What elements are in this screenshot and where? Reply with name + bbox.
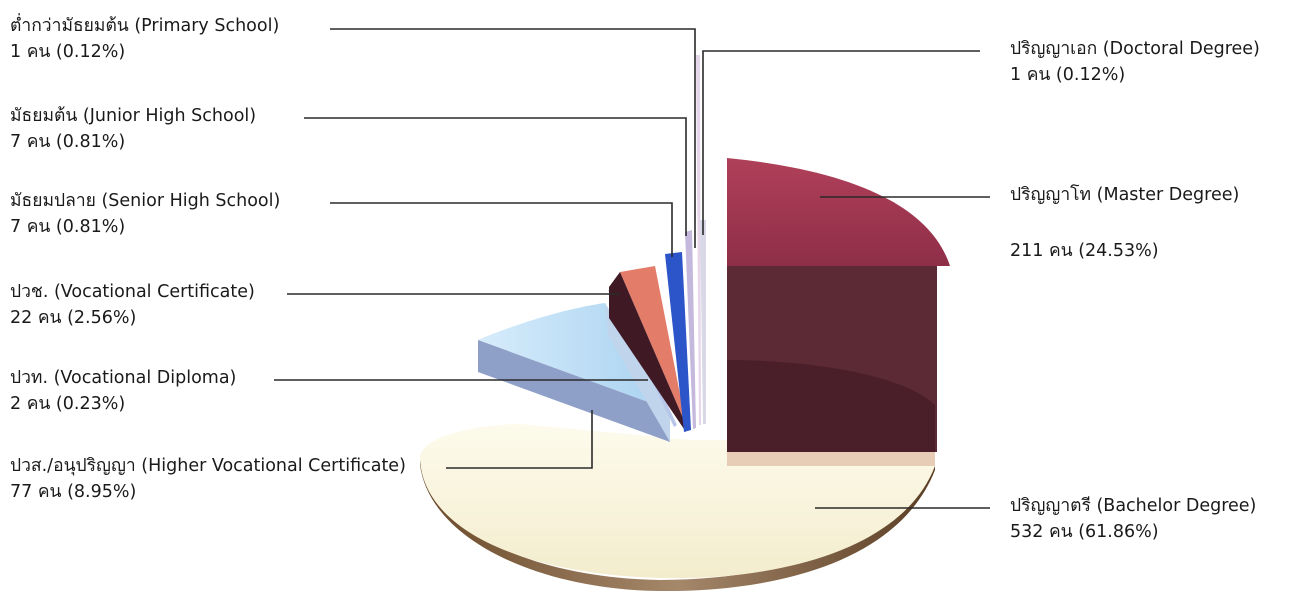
label-master: ปริญญาโท (Master Degree) 211 คน (24.53%): [1010, 185, 1239, 263]
label-senior-high: มัธยมปลาย (Senior High School) 7 คน (0.8…: [10, 191, 280, 239]
label-higher-vocational: ปวส./อนุปริญญา (Higher Vocational Certif…: [10, 456, 406, 504]
label-master-name: ปริญญาโท (Master Degree): [1010, 185, 1240, 205]
label-vocational-certificate-value: 22 คน (2.56%): [10, 307, 137, 328]
label-doctoral-value: 1 คน (0.12%): [1010, 64, 1126, 85]
label-master-value: 211 คน (24.53%): [1010, 240, 1159, 261]
label-higher-vocational-value: 77 คน (8.95%): [10, 481, 137, 502]
label-vocational-diploma-name: ปวท. (Vocational Diploma): [10, 368, 237, 388]
label-bachelor-name: ปริญญาตรี (Bachelor Degree): [1010, 496, 1257, 516]
label-primary: ต่ำกว่ามัธยมต้น (Primary School) 1 คน (0…: [10, 16, 279, 64]
slice-bachelor-top: [419, 424, 935, 579]
label-primary-name: ต่ำกว่ามัธยมต้น (Primary School): [10, 16, 280, 36]
label-vocational-diploma-value: 2 คน (0.23%): [10, 393, 126, 414]
label-doctoral: ปริญญาเอก (Doctoral Degree) 1 คน (0.12%): [1010, 39, 1260, 87]
leader-doctoral: [702, 50, 980, 235]
slice-vocational-certificate-front: [609, 272, 686, 432]
slice-higher-vocational-side: [605, 303, 670, 442]
slice-bachelor-edge: [727, 452, 935, 466]
label-vocational-diploma: ปวท. (Vocational Diploma) 2 คน (0.23%): [10, 368, 236, 416]
slice-junior-high: [685, 230, 696, 429]
label-junior-high: มัธยมต้น (Junior High School) 7 คน (0.81…: [10, 106, 256, 154]
label-senior-high-value: 7 คน (0.81%): [10, 216, 126, 237]
slice-doctoral: [700, 220, 706, 424]
leader-junior-high: [304, 117, 687, 236]
leader-primary: [330, 28, 696, 248]
label-junior-high-name: มัธยมต้น (Junior High School): [10, 106, 257, 126]
slice-higher-vocational: [478, 303, 670, 442]
label-vocational-certificate: ปวช. (Vocational Certificate) 22 คน (2.5…: [10, 282, 255, 330]
slice-primary: [696, 55, 701, 425]
label-senior-high-name: มัธยมปลาย (Senior High School): [10, 191, 281, 211]
slice-vocational-certificate: [609, 266, 686, 432]
leader-senior-high: [330, 202, 673, 257]
label-doctoral-name: ปริญญาเอก (Doctoral Degree): [1010, 39, 1260, 59]
label-higher-vocational-name: ปวส./อนุปริญญา (Higher Vocational Certif…: [10, 456, 406, 476]
label-bachelor: ปริญญาตรี (Bachelor Degree) 532 คน (61.8…: [1010, 496, 1256, 544]
label-vocational-certificate-name: ปวช. (Vocational Certificate): [10, 282, 255, 302]
slice-higher-vocational-front: [478, 340, 670, 442]
label-primary-value: 1 คน (0.12%): [10, 41, 126, 62]
slice-master-shade: [727, 360, 935, 452]
slice-master-top: [727, 158, 950, 266]
leader-higher-vocational: [446, 410, 593, 469]
slice-bachelor: [419, 424, 935, 592]
label-bachelor-value: 532 คน (61.86%): [1010, 521, 1159, 542]
slice-master: [727, 158, 950, 452]
label-junior-high-value: 7 คน (0.81%): [10, 131, 126, 152]
slice-higher-vocational-top: [478, 303, 670, 410]
slice-senior-high: [665, 252, 691, 432]
slice-vocational-certificate-top: [620, 266, 686, 425]
